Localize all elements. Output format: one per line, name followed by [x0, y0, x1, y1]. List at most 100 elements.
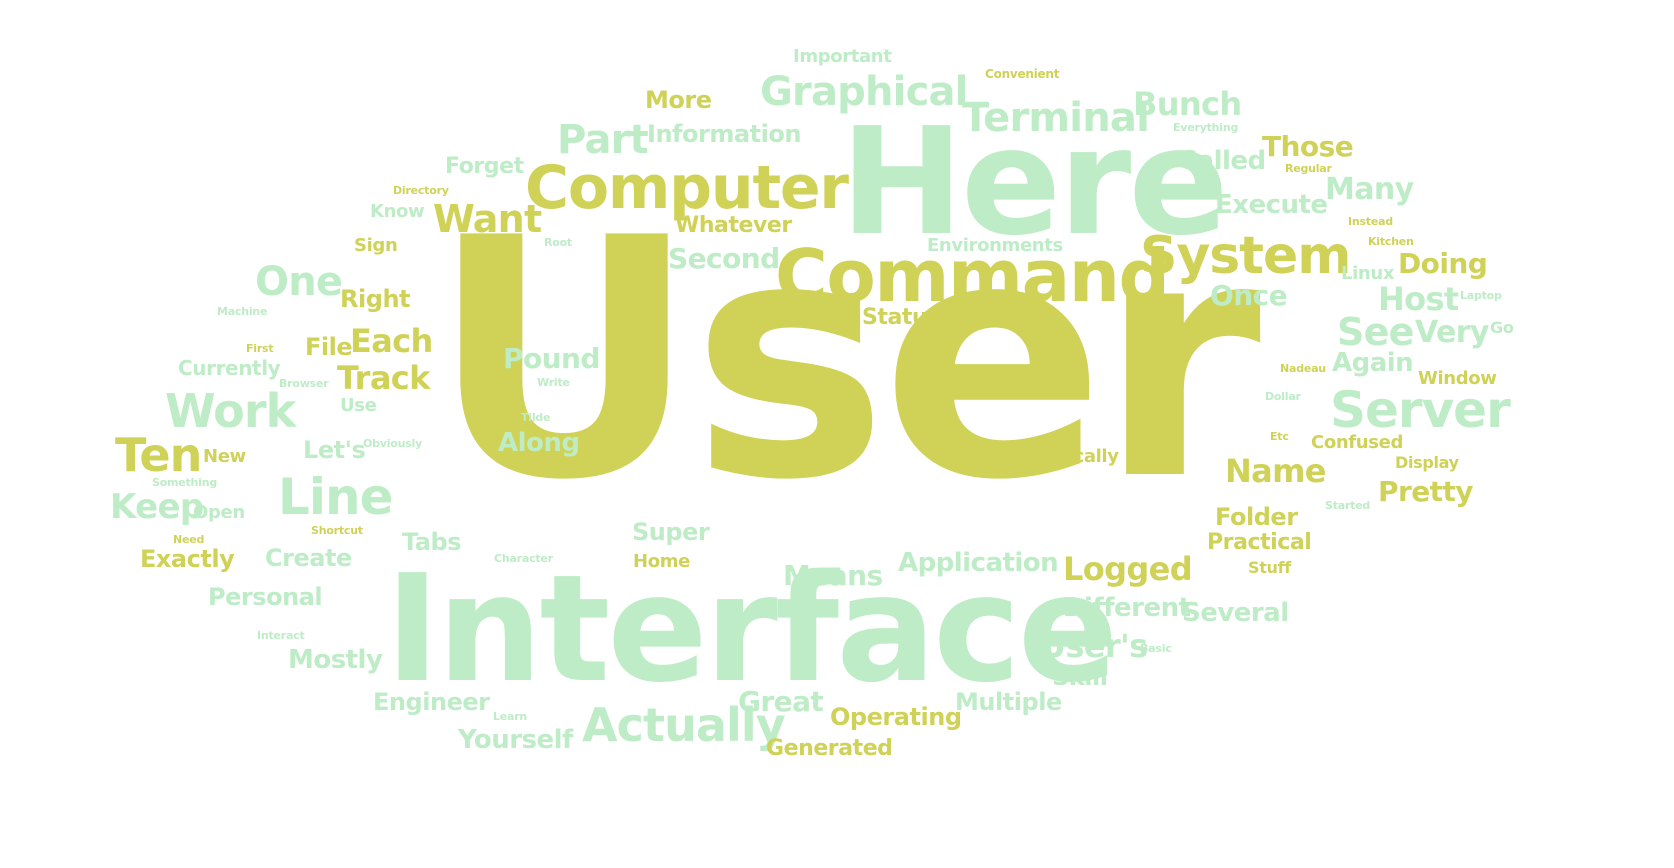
word-very: Very [1415, 315, 1489, 350]
word-write: Write [537, 376, 570, 389]
word-tabs: Tabs [402, 528, 462, 556]
word-server: Server [1330, 381, 1511, 439]
word-automatically: Automatically [983, 446, 1119, 467]
word-more: More [645, 86, 712, 114]
word-system: System [1140, 226, 1351, 286]
word-learn: Learn [493, 710, 528, 723]
word-generated: Generated [766, 736, 893, 761]
word-interface: Interface [385, 543, 1118, 715]
word-everything: Everything [1173, 121, 1239, 134]
word-create: Create [265, 544, 352, 572]
word-super: Super [632, 518, 710, 546]
word-linux: Linux [1341, 263, 1395, 284]
word-directory: Directory [393, 184, 449, 197]
word-again: Again [1332, 348, 1414, 378]
word-open: Open [193, 502, 245, 523]
word-actually: Actually [582, 698, 786, 752]
word-folder: Folder [1215, 503, 1298, 531]
word-user: User [430, 168, 1261, 552]
word-etc: Etc [1270, 430, 1289, 443]
word-keep: Keep [110, 487, 204, 527]
word-different: Different [1063, 593, 1191, 623]
word-sign: Sign [354, 235, 398, 256]
word-confused: Confused [1311, 432, 1403, 453]
word-interact: Interact [257, 629, 305, 642]
word-obviously: Obviously [363, 437, 423, 450]
word-application: Application [898, 548, 1059, 578]
word-called: Called [1178, 146, 1266, 176]
word-means: Means [783, 559, 883, 592]
word-skill: Skill [1052, 663, 1108, 691]
word-whatever: Whatever [675, 213, 792, 238]
word-basic: Basic [1140, 642, 1172, 655]
word-command: Command [775, 234, 1170, 318]
word-those: Those [1262, 130, 1354, 163]
word-first: First [246, 342, 274, 355]
word-browser: Browser [279, 377, 329, 390]
word-several: Several [1182, 598, 1289, 628]
word-machine: Machine [217, 305, 268, 318]
word-yourself: Yourself [458, 725, 573, 755]
word-terminal: Terminal [962, 95, 1150, 141]
word-here: Here [840, 96, 1229, 268]
word-nadeau: Nadeau [1280, 362, 1326, 375]
word-users: User's [1040, 627, 1148, 665]
word-practical: Practical [1207, 530, 1312, 555]
word-personal: Personal [208, 583, 323, 611]
word-execute: Execute [1215, 190, 1328, 220]
word-convenient: Convenient [985, 67, 1060, 81]
word-host: Host [1378, 280, 1459, 318]
word-stuff: Stuff [1248, 558, 1291, 577]
word-regular: Regular [1285, 162, 1332, 175]
word-need: Need [173, 533, 205, 546]
word-tilde: Tilde [521, 411, 551, 424]
word-window: Window [1418, 368, 1497, 389]
word-use: Use [340, 395, 377, 416]
word-pound: Pound [503, 342, 600, 375]
word-great: Great [738, 685, 824, 718]
word-want: Want [433, 197, 542, 241]
word-character: Character [494, 552, 553, 565]
word-display: Display [1395, 453, 1459, 472]
word-second: Second [668, 242, 780, 275]
word-bunch: Bunch [1133, 85, 1242, 123]
word-many: Many [1325, 172, 1414, 207]
word-part: Part [557, 117, 649, 163]
word-engineer: Engineer [373, 688, 490, 716]
word-go: Go [1490, 318, 1514, 337]
word-instead: Instead [1348, 215, 1393, 228]
word-environments: Environments [927, 235, 1063, 256]
word-doing: Doing [1398, 247, 1488, 280]
word-operating: Operating [830, 703, 962, 731]
word-kitchen: Kitchen [1368, 235, 1414, 248]
word-once: Once [1210, 279, 1288, 312]
word-graphical: Graphical [760, 69, 968, 115]
word-along: Along [498, 428, 580, 458]
word-right: Right [340, 285, 411, 313]
word-one: One [255, 259, 343, 305]
word-started: Started [1325, 499, 1371, 512]
word-laptop: Laptop [1460, 289, 1502, 302]
word-important: Important [793, 46, 892, 67]
word-currently: Currently [178, 356, 281, 380]
word-multiple: Multiple [955, 688, 1062, 716]
word-information: Information [647, 120, 801, 148]
word-lets: Let's [303, 436, 366, 464]
word-line: Line [278, 468, 394, 526]
word-name: Name [1225, 452, 1327, 490]
word-exactly: Exactly [140, 545, 235, 573]
word-file: File [305, 333, 353, 361]
word-work: Work [165, 384, 296, 438]
word-home: Home [633, 551, 690, 572]
word-see: See [1337, 310, 1414, 354]
word-each: Each [350, 322, 433, 360]
word-pretty: Pretty [1378, 475, 1474, 508]
word-track: Track [337, 359, 430, 397]
word-mostly: Mostly [288, 645, 383, 675]
word-shortcut: Shortcut [311, 524, 363, 537]
word-dollar: Dollar [1265, 390, 1301, 403]
word-forget: Forget [445, 154, 524, 179]
word-status: Status [862, 305, 940, 330]
word-new: New [203, 446, 246, 467]
